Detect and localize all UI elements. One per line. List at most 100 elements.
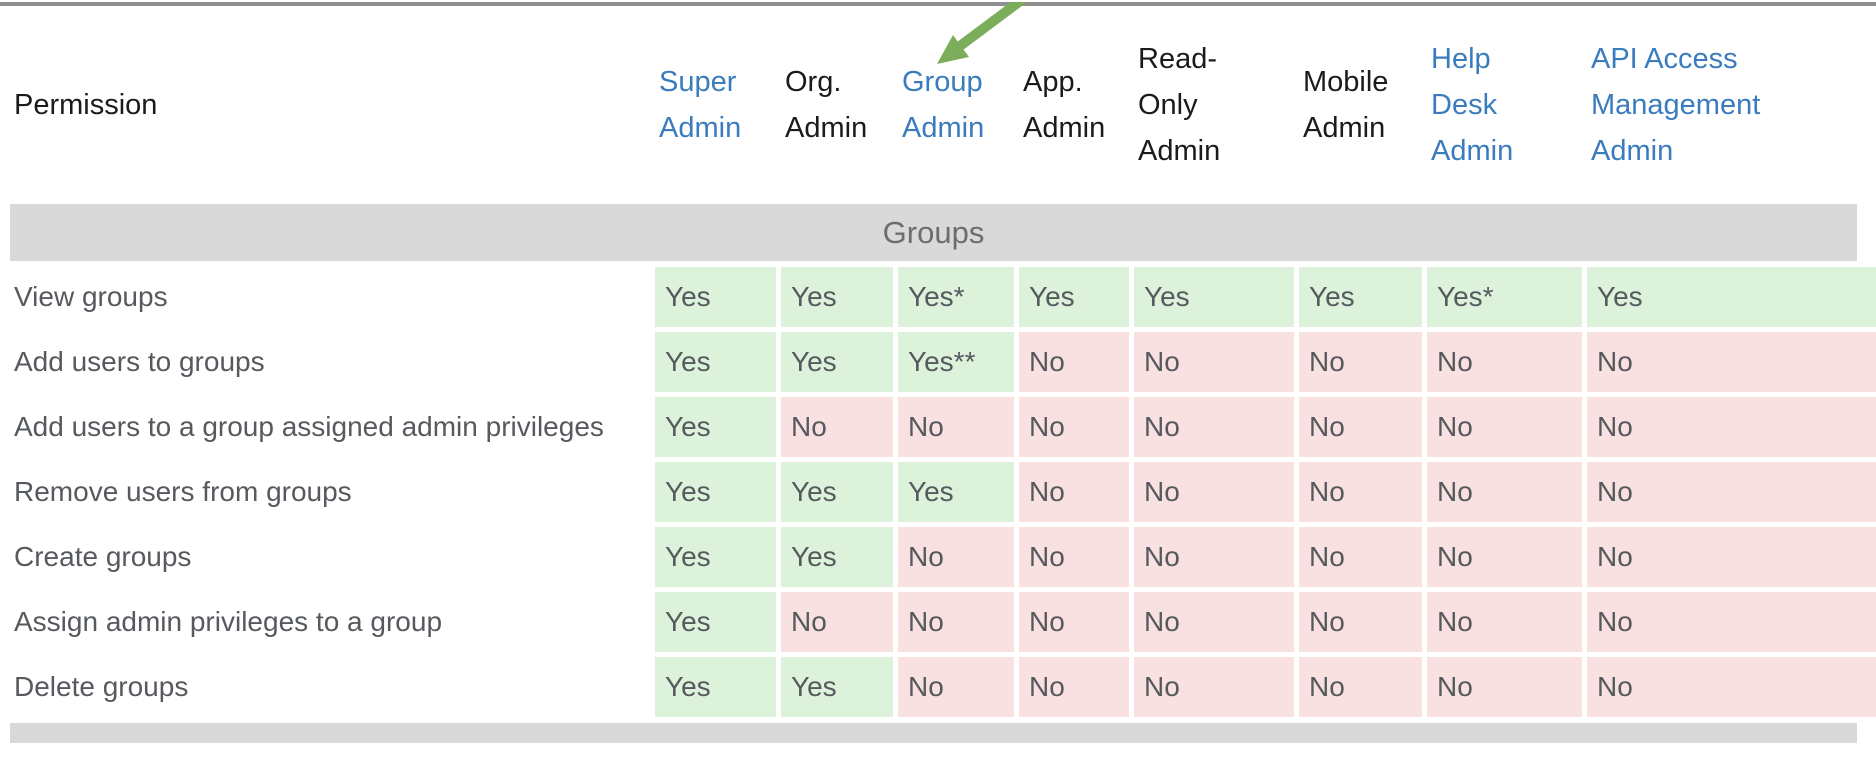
permission-value-cell: Yes bbox=[781, 267, 893, 327]
column-header-line: Org. bbox=[785, 66, 842, 98]
column-header-app-admin: App. Admin bbox=[1019, 59, 1129, 151]
column-header-super-admin[interactable]: Super Admin bbox=[655, 59, 776, 151]
column-header-line: Help bbox=[1431, 43, 1491, 75]
column-header-line: Admin bbox=[1591, 135, 1674, 167]
permission-value-cell: No bbox=[1299, 657, 1422, 717]
permission-value-cell: Yes bbox=[655, 397, 776, 457]
table-row: Add users to a group assigned admin priv… bbox=[0, 397, 1876, 457]
column-header-line: Admin bbox=[1303, 112, 1386, 144]
permission-value-cell: Yes bbox=[1299, 267, 1422, 327]
column-header-line: Admin bbox=[785, 112, 868, 144]
permission-value-cell: Yes bbox=[1019, 267, 1129, 327]
permission-value-cell: No bbox=[1299, 527, 1422, 587]
column-header-org-admin: Org. Admin bbox=[781, 59, 893, 151]
permission-value-cell: Yes bbox=[1587, 267, 1876, 327]
groups-section-bar: Groups bbox=[10, 204, 1857, 261]
permission-label: Add users to a group assigned admin priv… bbox=[0, 397, 650, 457]
permission-value-cell: Yes bbox=[655, 332, 776, 392]
permission-value-cell: No bbox=[1019, 332, 1129, 392]
next-section-bar bbox=[10, 723, 1857, 743]
table-row: Create groups Yes Yes No No No No No No bbox=[0, 527, 1876, 587]
column-header-line: API Access bbox=[1591, 43, 1738, 75]
column-header-read-only-admin: Read- Only Admin bbox=[1134, 36, 1294, 174]
permission-value-cell: Yes bbox=[781, 527, 893, 587]
permission-value-cell: Yes* bbox=[898, 267, 1014, 327]
permission-value-cell: Yes bbox=[655, 267, 776, 327]
column-header-line: Desk bbox=[1431, 89, 1498, 121]
table-row: Assign admin privileges to a group Yes No N… bbox=[0, 592, 1876, 652]
column-header-mobile-admin: Mobile Admin bbox=[1299, 59, 1422, 151]
permission-value-cell: No bbox=[1134, 397, 1294, 457]
permission-value-cell: Yes bbox=[781, 332, 893, 392]
groups-section-title: Groups bbox=[882, 214, 985, 250]
table-body: View groups Yes Yes Yes* Yes Yes Yes Yes* Yes Add… bbox=[0, 267, 1876, 717]
permission-value-cell: No bbox=[1019, 397, 1129, 457]
permission-label: Create groups bbox=[0, 527, 650, 587]
permission-value-cell: No bbox=[1427, 592, 1582, 652]
table-row: Add users to groups Yes Yes Yes** No No No No No bbox=[0, 332, 1876, 392]
permission-value-cell: No bbox=[1134, 592, 1294, 652]
permission-value-cell: No bbox=[1427, 527, 1582, 587]
column-header-help-desk-admin[interactable]: Help Desk Admin bbox=[1427, 36, 1582, 174]
permission-value-cell: No bbox=[1427, 397, 1582, 457]
permission-label: Assign admin privileges to a group bbox=[0, 592, 650, 652]
column-header-line: Admin bbox=[1431, 135, 1514, 167]
permission-value-cell: No bbox=[1134, 657, 1294, 717]
permission-value-cell: No bbox=[1427, 657, 1582, 717]
permission-value-cell: No bbox=[1134, 462, 1294, 522]
permission-value-cell: No bbox=[781, 592, 893, 652]
column-header-line: Admin bbox=[659, 112, 742, 144]
permission-value-cell: No bbox=[1587, 462, 1876, 522]
permission-value-cell: No bbox=[898, 657, 1014, 717]
permission-value-cell: No bbox=[1587, 527, 1876, 587]
permission-value-cell: No bbox=[1587, 332, 1876, 392]
permission-value-cell: Yes bbox=[655, 657, 776, 717]
permission-value-cell: Yes bbox=[898, 462, 1014, 522]
permission-column-header: Permission bbox=[14, 88, 158, 121]
permission-value-cell: No bbox=[898, 592, 1014, 652]
permission-value-cell: No bbox=[1427, 462, 1582, 522]
permission-value-cell: No bbox=[1019, 592, 1129, 652]
permission-value-cell: No bbox=[898, 397, 1014, 457]
permission-value-cell: Yes bbox=[655, 527, 776, 587]
column-header-line: Read- bbox=[1138, 43, 1217, 75]
permission-value-cell: Yes* bbox=[1427, 267, 1582, 327]
permission-value-cell: No bbox=[1587, 657, 1876, 717]
permission-label: View groups bbox=[0, 267, 650, 327]
table-top-border bbox=[0, 2, 1876, 6]
column-header-group-admin[interactable]: Group Admin bbox=[898, 59, 1014, 151]
permission-value-cell: Yes bbox=[781, 462, 893, 522]
column-header-line: Management bbox=[1591, 89, 1761, 121]
permission-label: Add users to groups bbox=[0, 332, 650, 392]
permission-value-cell: No bbox=[781, 397, 893, 457]
column-header-line: Admin bbox=[1138, 135, 1221, 167]
column-header-api-access-management-admin[interactable]: API Access Management Admin bbox=[1587, 36, 1876, 174]
table-row: Remove users from groups Yes Yes Yes No No No N… bbox=[0, 462, 1876, 522]
column-header-line: Super bbox=[659, 66, 737, 98]
column-header-line: Admin bbox=[1023, 112, 1106, 144]
permission-value-cell: No bbox=[1587, 592, 1876, 652]
permission-label: Remove users from groups bbox=[0, 462, 650, 522]
permission-value-cell: No bbox=[1299, 462, 1422, 522]
column-header-line: Mobile bbox=[1303, 66, 1389, 98]
permission-value-cell: No bbox=[1587, 397, 1876, 457]
permission-value-cell: Yes bbox=[1134, 267, 1294, 327]
permission-value-cell: No bbox=[1019, 462, 1129, 522]
permission-value-cell: No bbox=[898, 527, 1014, 587]
permission-value-cell: No bbox=[1019, 657, 1129, 717]
permission-value-cell: Yes bbox=[655, 592, 776, 652]
table-row: View groups Yes Yes Yes* Yes Yes Yes Yes* Yes bbox=[0, 267, 1876, 327]
permission-value-cell: No bbox=[1299, 332, 1422, 392]
permission-value-cell: No bbox=[1299, 397, 1422, 457]
permission-value-cell: No bbox=[1019, 527, 1129, 587]
column-header-line: Only bbox=[1138, 89, 1198, 121]
permission-label: Delete groups bbox=[0, 657, 650, 717]
permission-value-cell: Yes bbox=[655, 462, 776, 522]
permission-value-cell: Yes** bbox=[898, 332, 1014, 392]
column-header-line: Group bbox=[902, 66, 983, 98]
permission-value-cell: No bbox=[1427, 332, 1582, 392]
column-header-line: App. bbox=[1023, 66, 1083, 98]
permission-value-cell: No bbox=[1299, 592, 1422, 652]
permission-value-cell: No bbox=[1134, 527, 1294, 587]
